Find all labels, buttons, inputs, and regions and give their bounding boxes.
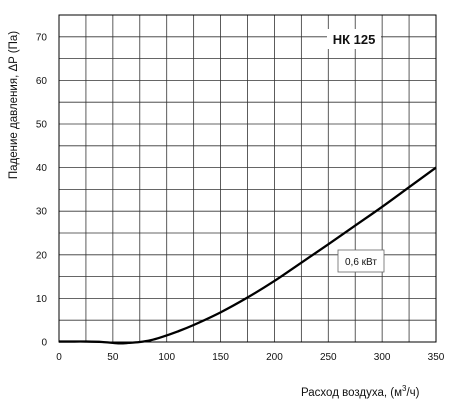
y-tick-label: 0 — [41, 338, 47, 349]
y-tick-label: 50 — [36, 120, 48, 131]
grid — [58, 14, 437, 343]
y-tick-label: 10 — [36, 294, 48, 305]
title-box — [327, 29, 381, 49]
pressure-drop-curve — [59, 166, 437, 345]
series-label: 0,6 кВт — [345, 257, 377, 268]
x-tick-label: 100 — [158, 352, 175, 363]
plot-frame — [58, 14, 437, 343]
x-tick-label: 50 — [107, 352, 119, 363]
y-tick-label: 40 — [36, 163, 48, 174]
x-axis-title-end: /ч) — [406, 387, 419, 399]
y-tick-label: 30 — [36, 207, 48, 218]
x-axis-title-sup: 3 — [402, 384, 407, 393]
x-axis-title: Расход воздуха, (м3/ч) — [301, 384, 420, 399]
chart-title: НК 125 — [333, 32, 376, 47]
y-tick-label: 20 — [36, 250, 48, 261]
y-axis-title: Падение давления, ΔP (Па) — [8, 31, 20, 179]
x-tick-label: 150 — [212, 352, 229, 363]
x-tick-labels: 0 50 100 150 200 250 300 350 — [56, 352, 445, 363]
x-tick-label: 0 — [56, 352, 62, 363]
y-tick-labels: 0 10 20 30 40 50 60 70 — [36, 32, 48, 348]
x-axis-title-main: Расход воздуха, (м — [301, 387, 402, 399]
x-tick-label: 300 — [374, 352, 391, 363]
y-tick-label: 60 — [36, 76, 48, 87]
y-tick-label: 70 — [36, 32, 48, 43]
series-label-box — [337, 249, 385, 273]
x-tick-label: 250 — [320, 352, 337, 363]
x-tick-label: 200 — [266, 352, 283, 363]
x-tick-label: 350 — [428, 352, 445, 363]
